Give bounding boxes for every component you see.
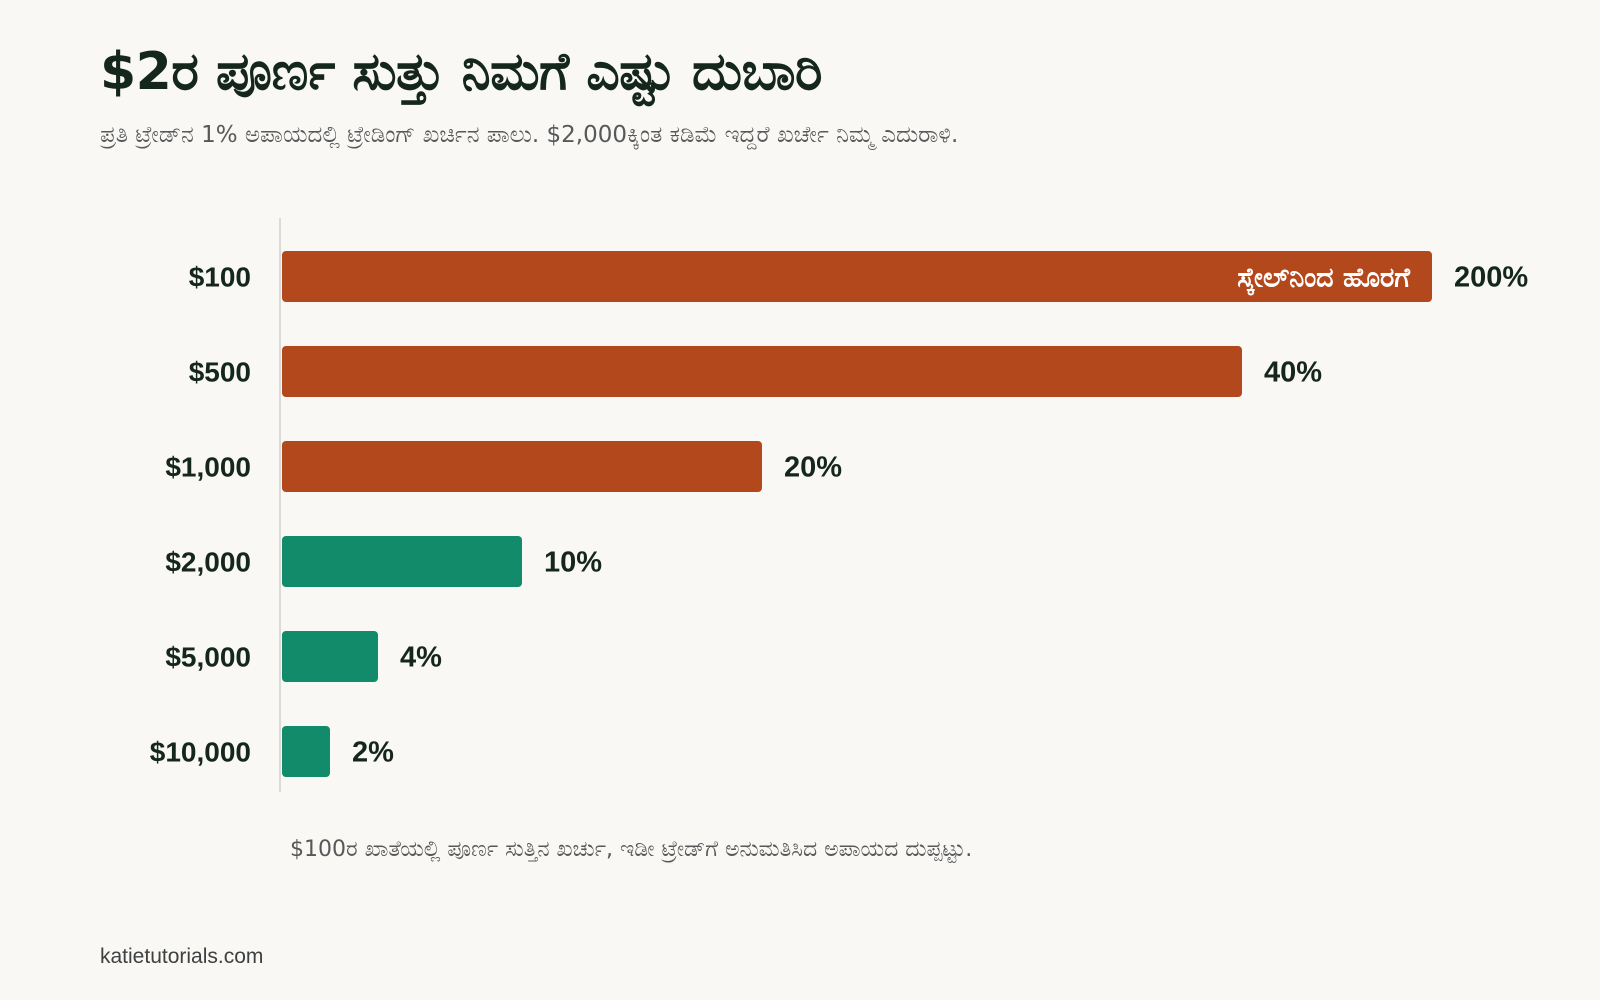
category-label-5: $10,000 (150, 737, 251, 768)
category-label-3: $2,000 (165, 547, 251, 578)
chart-subtitle: ಪ್ರತಿ ಟ್ರೇಡ್‌ನ 1% ಅಪಾಯದಲ್ಲಿ ಟ್ರೇಡಿಂಗ್ ಖರ… (100, 122, 959, 148)
bar-5 (282, 726, 330, 777)
value-label-0: 200% (1454, 262, 1528, 294)
value-label-1: 40% (1264, 357, 1322, 389)
value-label-5: 2% (352, 737, 394, 769)
bars-group: $100 200% ಸ್ಕೇಲ್‌ನಿಂದ ಹೊರಗೆ $500 40% $1,000 20… (150, 251, 1528, 777)
bar-4 (282, 631, 378, 682)
value-label-4: 4% (400, 642, 442, 674)
category-label-4: $5,000 (165, 642, 251, 673)
off-scale-label: ಸ್ಕೇಲ್‌ನಿಂದ ಹೊರಗೆ (1237, 263, 1411, 297)
chart-footnote: $100ರ ಖಾತೆಯಲ್ಲಿ ಪೂರ್ಣ ಸುತ್ತಿನ ಖರ್ಚು, ಇಡೀ… (290, 837, 973, 862)
bar-1 (282, 346, 1242, 397)
category-label-0: $100 (189, 262, 251, 293)
value-label-3: 10% (544, 547, 602, 579)
chart-title: $2ರ ಪೂರ್ಣ ಸುತ್ತು ನಿಮಗೆ ಎಷ್ಟು ದುಬಾರಿ (100, 42, 822, 102)
category-label-2: $1,000 (165, 452, 251, 483)
value-label-2: 20% (784, 452, 842, 484)
bar-2 (282, 441, 762, 492)
category-label-1: $500 (189, 357, 251, 388)
bar-0 (282, 251, 1432, 302)
bar-3 (282, 536, 522, 587)
source-credit: katietutorials.com (100, 945, 264, 968)
